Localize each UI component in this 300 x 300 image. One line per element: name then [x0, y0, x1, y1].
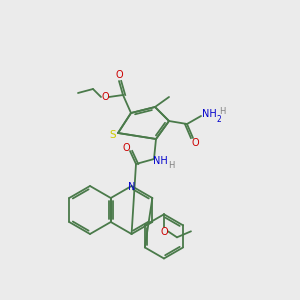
Text: O: O: [122, 143, 130, 153]
Text: S: S: [110, 130, 116, 140]
Text: N: N: [128, 182, 135, 192]
Text: H: H: [219, 106, 225, 116]
Text: O: O: [160, 227, 168, 237]
Text: O: O: [115, 70, 123, 80]
Text: O: O: [101, 92, 109, 102]
Text: 2: 2: [217, 115, 221, 124]
Text: NH: NH: [202, 109, 216, 119]
Text: NH: NH: [153, 156, 167, 166]
Text: H: H: [168, 161, 174, 170]
Text: O: O: [191, 138, 199, 148]
